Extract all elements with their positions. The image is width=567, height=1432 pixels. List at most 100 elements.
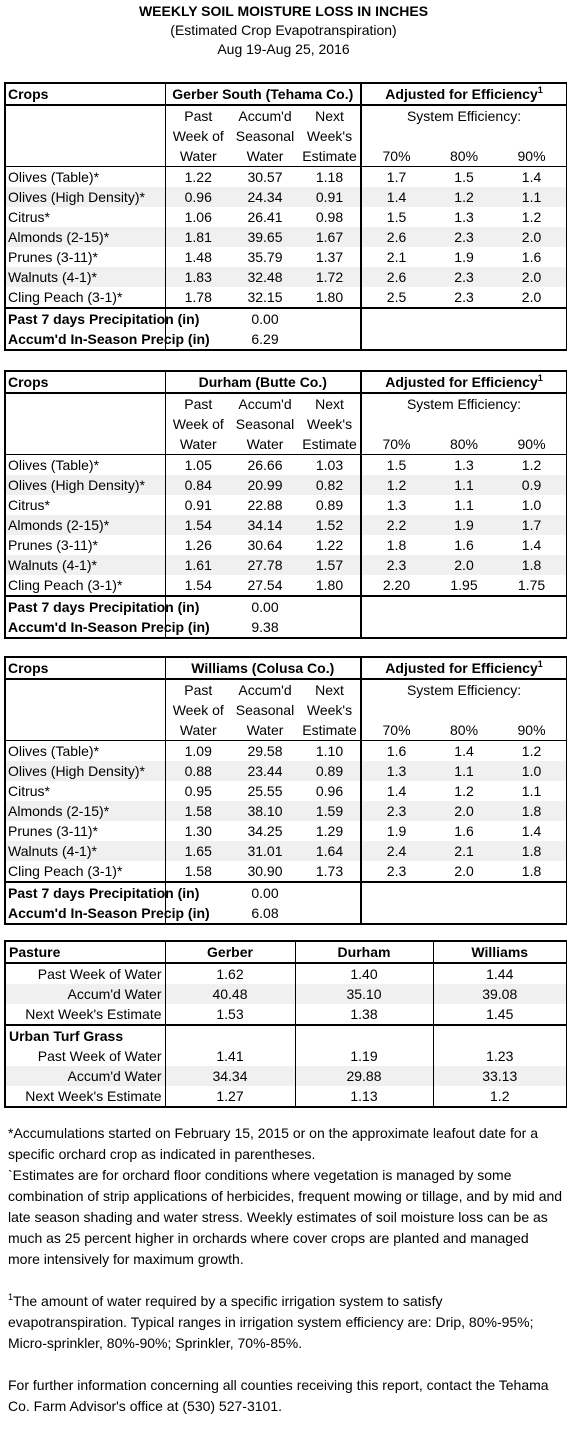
crop-value: 1.37 bbox=[315, 249, 344, 265]
crop-value: 35.79 bbox=[247, 249, 283, 265]
crop-value: 2.1 bbox=[360, 247, 432, 267]
crop-value: 0.89 bbox=[315, 497, 344, 513]
next-week-header: Next bbox=[315, 396, 344, 412]
crop-value: 1.2 bbox=[360, 475, 431, 495]
accum-header: Seasonal bbox=[235, 128, 295, 144]
pasture-value: 1.27 bbox=[164, 1086, 295, 1108]
crop-value: 2.3 bbox=[360, 861, 432, 883]
crop-value: 38.10 bbox=[231, 801, 299, 821]
crop-value: 30.64 bbox=[247, 537, 283, 553]
station-table: Crops Gerber South (Tehama Co.) Adjusted f… bbox=[4, 82, 567, 351]
crop-value: 32.48 bbox=[231, 267, 299, 287]
crop-value: 1.1 bbox=[431, 761, 498, 781]
crop-value: 1.9 bbox=[454, 249, 474, 265]
past-week-header: Past bbox=[164, 105, 231, 126]
pasture-value: 35.10 bbox=[294, 984, 433, 1004]
crop-value: 1.22 bbox=[315, 537, 344, 553]
crop-value: 1.7 bbox=[360, 166, 432, 187]
station-table: Crops Williams (Colusa Co.) Adjusted for E… bbox=[4, 656, 567, 925]
crop-value: 2.0 bbox=[431, 555, 497, 575]
crop-value: 1.58 bbox=[164, 801, 231, 821]
crop-value: 2.0 bbox=[497, 267, 567, 287]
crop-value: 1.9 bbox=[431, 515, 497, 535]
past-week-header: Week of bbox=[164, 700, 231, 720]
past-week-header: Week of bbox=[164, 126, 231, 146]
crop-name: Walnuts (4-1)* bbox=[4, 841, 165, 861]
footnote-accumulations: *Accumulations started on February 15, 2… bbox=[8, 1125, 538, 1162]
crop-name: Olives (High Density)* bbox=[4, 187, 165, 207]
eff-70-header: 70% bbox=[360, 434, 431, 455]
crop-value: 2.0 bbox=[431, 861, 498, 883]
accum-header: Seasonal bbox=[235, 416, 295, 432]
system-efficiency-label: System Efficiency: bbox=[359, 393, 567, 414]
crop-name: Citrus* bbox=[4, 781, 165, 801]
crop-value: 1.0 bbox=[497, 761, 567, 781]
eff-90-header: 90% bbox=[497, 146, 567, 167]
pasture-row-label: Past Week of Water bbox=[4, 963, 165, 984]
crop-name: Citrus* bbox=[4, 207, 165, 227]
crop-value: 0.82 bbox=[299, 475, 361, 495]
crop-value: 2.6 bbox=[360, 267, 432, 287]
crop-name: Olives (Table)* bbox=[4, 166, 165, 187]
crop-value: 1.3 bbox=[454, 209, 474, 225]
pasture-value: 1.13 bbox=[294, 1086, 433, 1108]
crop-value: 1.09 bbox=[164, 740, 231, 761]
crop-value: 1.80 bbox=[299, 287, 362, 309]
footnote-contact: For further information concerning all c… bbox=[8, 1377, 549, 1414]
crop-value: 31.01 bbox=[231, 841, 299, 861]
crop-value: 1.2 bbox=[497, 207, 567, 227]
crop-value: 1.29 bbox=[315, 823, 344, 839]
precip-season-value: 6.29 bbox=[251, 331, 279, 347]
crop-value: 30.90 bbox=[231, 861, 299, 883]
precip-7day-value: 0.00 bbox=[251, 311, 279, 327]
crop-value: 1.6 bbox=[454, 537, 474, 553]
crop-value: 2.3 bbox=[431, 267, 498, 287]
crop-value: 2.6 bbox=[360, 227, 432, 247]
crop-value: 1.75 bbox=[497, 575, 567, 597]
crop-name: Almonds (2-15)* bbox=[4, 801, 165, 821]
crop-value: 2.3 bbox=[431, 287, 498, 309]
footnote-efficiency-text: The amount of water required by a specif… bbox=[8, 1293, 534, 1351]
report-dates: Aug 19-Aug 25, 2016 bbox=[217, 41, 350, 57]
crop-value: 1.5 bbox=[360, 207, 432, 227]
precip-7day-label: Past 7 days Precipitation (in) bbox=[4, 596, 199, 617]
pasture-row-label: Accum'd Water bbox=[4, 984, 165, 1004]
pasture-value: 1.38 bbox=[294, 1004, 433, 1025]
crop-value: 1.3 bbox=[360, 761, 432, 781]
crop-value: 1.8 bbox=[497, 555, 567, 575]
crop-value: 2.0 bbox=[497, 227, 567, 247]
crop-value: 1.1 bbox=[431, 475, 497, 495]
adjusted-heading: Adjusted for Efficiency1 bbox=[359, 371, 567, 393]
crop-value: 1.8 bbox=[497, 801, 567, 821]
crop-value: 2.0 bbox=[497, 287, 567, 309]
crop-value: 1.03 bbox=[315, 457, 344, 473]
accum-header: Seasonal bbox=[235, 702, 295, 718]
crop-name: Cling Peach (3-1)* bbox=[4, 861, 165, 883]
crop-value: 23.44 bbox=[231, 761, 299, 781]
precip-season-label: Accum'd In-Season Precip (in) bbox=[4, 329, 210, 350]
crop-value: 0.9 bbox=[497, 475, 567, 495]
crop-value: 26.41 bbox=[247, 209, 283, 225]
eff-80-header: 80% bbox=[450, 722, 479, 738]
crop-value: 1.5 bbox=[360, 454, 431, 475]
crop-value: 2.1 bbox=[431, 841, 498, 861]
crop-value: 1.95 bbox=[431, 575, 497, 597]
crop-value: 1.9 bbox=[360, 821, 432, 841]
crop-value: 1.18 bbox=[315, 169, 344, 185]
pasture-value: 1.45 bbox=[432, 1004, 567, 1025]
pasture-value: 1.2 bbox=[432, 1086, 567, 1108]
footnotes: *Accumulations started on February 15, 2… bbox=[8, 1123, 564, 1417]
crop-value: 32.15 bbox=[231, 287, 299, 309]
crop-value: 29.58 bbox=[247, 743, 283, 759]
crop-name: Olives (Table)* bbox=[4, 740, 165, 761]
crop-value: 25.55 bbox=[247, 783, 283, 799]
next-week-header: Week's bbox=[306, 416, 353, 432]
pasture-col-durham: Durham bbox=[294, 941, 433, 963]
accum-header: Accum'd bbox=[238, 108, 292, 124]
crop-value: 1.0 bbox=[497, 495, 567, 515]
crop-value: 22.88 bbox=[247, 497, 283, 513]
precip-7day-value: 0.00 bbox=[251, 885, 279, 901]
crop-value: 1.6 bbox=[497, 247, 567, 267]
crop-name: Prunes (3-11)* bbox=[4, 247, 165, 267]
crop-value: 1.4 bbox=[454, 743, 474, 759]
